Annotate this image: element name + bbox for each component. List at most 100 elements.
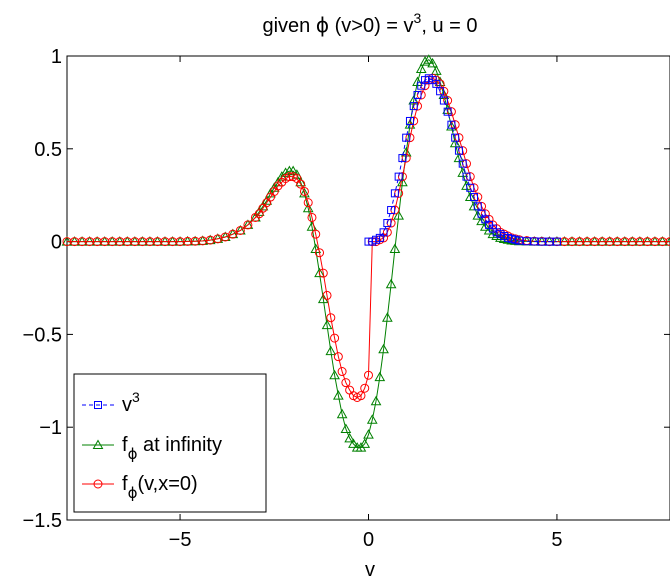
data-point [515, 236, 524, 245]
title-sup: 3 [414, 10, 422, 26]
data-point [336, 408, 348, 419]
chart-title: given ϕ (v>0) = v3, u = 0 [262, 10, 477, 37]
legend-label: fϕ at infinity [122, 434, 222, 463]
data-point [415, 63, 427, 73]
data-point [387, 206, 396, 215]
data-point [322, 290, 332, 300]
series-square [364, 74, 561, 246]
data-point [261, 195, 273, 205]
title-prefix: given [262, 15, 315, 37]
data-point [446, 121, 457, 131]
data-point [423, 54, 435, 64]
data-point [314, 267, 325, 278]
data-point [454, 146, 463, 155]
x-axis-label: v [365, 559, 375, 578]
data-point [363, 429, 374, 439]
data-point [257, 200, 269, 211]
data-point [381, 312, 393, 322]
data-point [235, 225, 245, 235]
legend-item: fϕ(v,x=0) [82, 473, 198, 502]
data-point [340, 423, 352, 434]
data-point [299, 187, 310, 198]
data-point [479, 221, 491, 231]
data-point [476, 215, 487, 226]
data-point [458, 159, 467, 168]
data-point [383, 219, 392, 228]
data-point [394, 172, 403, 181]
y-tick-label: 1 [51, 46, 62, 68]
data-point [402, 133, 411, 142]
data-point [359, 438, 371, 448]
data-point [665, 237, 670, 247]
data-point [443, 107, 452, 116]
data-point [462, 172, 471, 181]
y-tick-label: −1.5 [23, 510, 62, 532]
series-layer [61, 54, 670, 452]
data-point [220, 232, 230, 242]
data-point [243, 220, 253, 230]
data-point [430, 65, 442, 75]
data-point [333, 352, 343, 362]
data-point [318, 268, 328, 278]
data-point [436, 87, 445, 96]
data-point [413, 90, 422, 99]
legend-item: fϕ at infinity [82, 434, 222, 463]
data-point [466, 183, 475, 192]
data-point [379, 228, 388, 237]
y-tick-label: 0.5 [34, 139, 62, 161]
data-point [451, 133, 460, 142]
data-point [330, 333, 340, 343]
data-point [360, 383, 370, 393]
data-point [315, 248, 325, 258]
data-point [329, 369, 340, 380]
data-point [389, 243, 401, 254]
data-point [374, 371, 386, 382]
title-suffix: , u = 0 [421, 15, 477, 37]
data-point [337, 367, 347, 377]
y-tick-label: −1 [39, 417, 62, 439]
data-point [364, 370, 373, 380]
data-point [317, 293, 329, 304]
data-point [311, 229, 321, 239]
data-point [530, 237, 539, 246]
data-point [385, 278, 397, 289]
legend-marker [92, 439, 104, 449]
data-point [228, 229, 238, 239]
data-point [522, 237, 531, 246]
data-point [470, 193, 479, 202]
data-point [332, 390, 344, 400]
data-point [397, 176, 408, 187]
series-line [67, 77, 670, 399]
data-point [419, 56, 431, 66]
data-point [447, 120, 456, 129]
data-point [356, 391, 366, 401]
data-point [296, 179, 306, 189]
data-point [552, 237, 561, 246]
data-point [344, 432, 356, 443]
legend-label: v3 [122, 389, 140, 416]
x-tick-label: 5 [551, 529, 562, 551]
x-tick-label: 0 [363, 529, 374, 551]
legend: v3 fϕ at infinity fϕ(v,x=0) [73, 373, 267, 513]
data-point [405, 116, 414, 125]
data-point [299, 186, 309, 196]
data-point [409, 102, 418, 111]
data-point [295, 176, 307, 187]
data-point [472, 210, 484, 220]
data-point [393, 210, 405, 220]
legend-item: v3 [82, 389, 140, 416]
data-point [303, 198, 313, 208]
data-point [378, 343, 389, 354]
data-point [439, 96, 448, 105]
data-point [366, 414, 378, 424]
data-point [370, 395, 382, 406]
title-phi: ϕ [316, 13, 329, 37]
data-point [390, 189, 399, 198]
data-point [326, 313, 336, 323]
data-point [427, 57, 438, 68]
series-line [368, 77, 557, 243]
data-point [341, 378, 351, 388]
data-point [321, 319, 333, 330]
data-point [398, 154, 407, 163]
